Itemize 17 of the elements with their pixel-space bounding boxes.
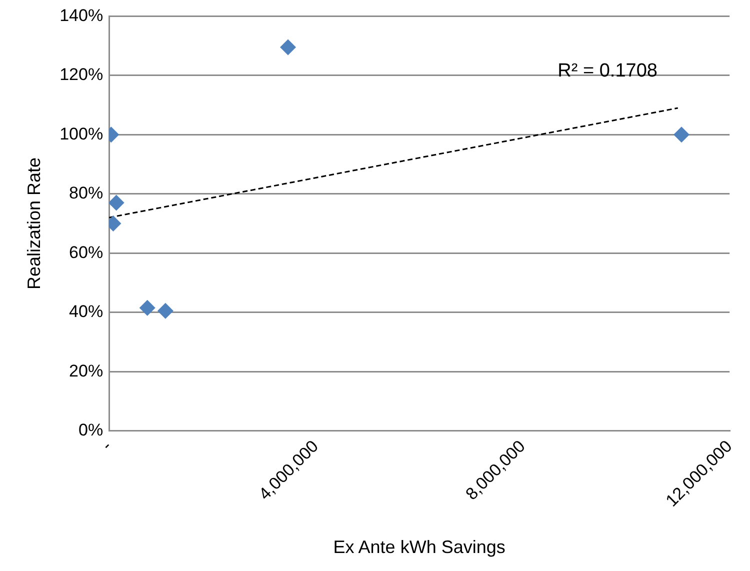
- y-tick-label: 40%: [69, 302, 104, 322]
- y-tick-label: 120%: [60, 65, 104, 84]
- point: [109, 194, 124, 211]
- y-tick-label: 100%: [60, 124, 104, 144]
- point: [157, 302, 174, 319]
- y-tick-label: 80%: [69, 184, 104, 203]
- x-axis-title: Ex Ante kWh Savings: [333, 537, 506, 558]
- point: [139, 300, 156, 316]
- point: [673, 126, 690, 143]
- y-tick-label: 20%: [69, 361, 104, 380]
- y-tick-label: 140%: [60, 6, 104, 25]
- x-tick-label: -: [98, 436, 116, 454]
- y-tick-label: 0%: [78, 420, 104, 440]
- annotation: R² = 0.1708: [558, 60, 658, 82]
- y-axis-title: Realization Rate: [24, 157, 44, 290]
- point: [280, 39, 296, 56]
- y-tick-label: 60%: [69, 242, 104, 262]
